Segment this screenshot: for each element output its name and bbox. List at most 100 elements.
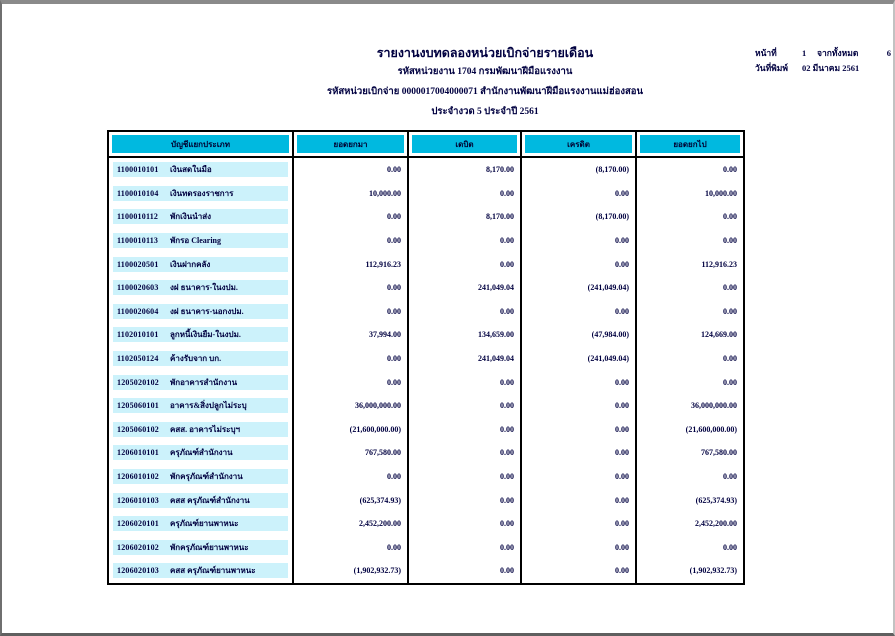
credit-amount: 0.00 — [522, 417, 637, 442]
account-strip: 1100010112 พักเงินนำส่ง — [113, 209, 288, 225]
table-row: 1206010103 คสส ครุภัณฑ์สำนักงาน (625,374.9… — [109, 488, 743, 512]
debit-amount: 0.00 — [409, 181, 522, 206]
account-strip: 1100020604 งฝ ธนาคาร-นอกงปม. — [113, 303, 288, 319]
account-strip: 1206020101 ครุภัณฑ์ยานพาหนะ — [113, 516, 288, 532]
account-cell: 1102050124 ค้างรับจาก บก. — [109, 346, 294, 371]
column-header-credit: เครดิต — [522, 132, 637, 156]
credit-amount: 0.00 — [522, 464, 637, 489]
account-strip: 1100010113 พักรอ Clearing — [113, 233, 288, 249]
account-strip: 1102010101 ลูกหนี้เงินยืม-ในงปม. — [113, 327, 288, 343]
carried-forward-amount: 124,669.00 — [701, 330, 737, 340]
account-cell: 1100020501 เงินฝากคลัง — [109, 252, 294, 276]
brought-forward-amount: 0.00 — [294, 535, 409, 560]
credit-amount: (8,170.00) — [522, 205, 637, 229]
table-row: 1102050124 ค้างรับจาก บก. 0.00 241,049.04 (2… — [109, 346, 743, 371]
table-row: 1100010101 เงินสดในมือ 0.00 8,170.00 (8,170.… — [109, 158, 743, 182]
carried-forward-amount: 0.00 — [723, 354, 737, 364]
carried-forward-amount: 767,580.00 — [701, 448, 737, 458]
account-strip: 1100020501 เงินฝากคลัง — [113, 256, 288, 272]
debit-amount: 0.00 — [409, 511, 522, 536]
credit-amount: 0.00 — [522, 559, 637, 583]
brought-forward-amount: 767,580.00 — [294, 441, 409, 465]
account-name: อาคาร&สิ่งปลูกไม่ระบุ — [170, 401, 247, 411]
account-name: ครุภัณฑ์สำนักงาน — [170, 448, 233, 458]
debit-amount: 241,049.04 — [409, 346, 522, 371]
table-row: 1206020101 ครุภัณฑ์ยานพาหนะ 2,452,200.00 0.… — [109, 511, 743, 536]
brought-forward-amount: 37,994.00 — [294, 323, 409, 347]
account-code: 1100010112 — [117, 212, 159, 222]
account-cell: 1100010112 พักเงินนำส่ง — [109, 205, 294, 229]
table-row: 1205060102 คสส. อาคารไม่ระบุฯ (21,600,000.… — [109, 417, 743, 442]
account-code: 1205060102 — [117, 424, 159, 434]
period-line: ประจำงวด 5 ประจำปี 2561 — [431, 107, 539, 117]
table-body: 1100010101 เงินสดในมือ 0.00 8,170.00 (8,170.… — [109, 158, 743, 583]
account-name: ลูกหนี้เงินยืม-ในงปม. — [170, 330, 241, 340]
account-cell: 1100020604 งฝ ธนาคาร-นอกงปม. — [109, 299, 294, 324]
account-strip: 1100010104 เงินทดรองราชการ — [113, 185, 288, 201]
account-code: 1100020604 — [117, 306, 159, 316]
account-name: พักครุภัณฑ์ยานพาหนะ — [170, 542, 249, 552]
account-strip: 1206010101 ครุภัณฑ์สำนักงาน — [113, 445, 288, 461]
account-cell: 1100010113 พักรอ Clearing — [109, 228, 294, 253]
account-code: 1205020102 — [117, 377, 159, 387]
account-name: คสส ครุภัณฑ์ยานพาหนะ — [170, 566, 256, 576]
carried-forward-amount: 0.00 — [723, 283, 737, 293]
page-number: 1 — [802, 48, 807, 58]
account-code: 1100020501 — [117, 259, 159, 269]
account-strip: 1206020103 คสส ครุภัณฑ์ยานพาหนะ — [113, 563, 288, 579]
report-header: รายงานงบทดลองหน่วยเบิกจ่ายรายเดือน รหัสห… — [77, 44, 893, 122]
account-name: พักครุภัณฑ์สำนักงาน — [170, 472, 243, 482]
account-name: เงินทดรองราชการ — [170, 188, 234, 198]
account-cell: 1205020102 พักอาคารสำนักงาน — [109, 370, 294, 394]
carried-forward-amount: 0.00 — [723, 306, 737, 316]
table-row: 1205060101 อาคาร&สิ่งปลูกไม่ระบุ 36,000,00… — [109, 393, 743, 418]
account-cell: 1206010103 คสส ครุภัณฑ์สำนักงาน — [109, 488, 294, 512]
credit-amount: 0.00 — [522, 393, 637, 418]
debit-amount: 8,170.00 — [409, 158, 522, 182]
credit-amount: 0.00 — [522, 441, 637, 465]
debit-amount: 8,170.00 — [409, 205, 522, 229]
carried-forward-amount: 2,452,200.00 — [695, 519, 737, 529]
account-cell: 1206020101 ครุภัณฑ์ยานพาหนะ — [109, 511, 294, 536]
debit-amount: 0.00 — [409, 370, 522, 394]
brought-forward-amount: 112,916.23 — [294, 252, 409, 276]
carried-forward-amount: (1,902,932.73) — [689, 566, 737, 576]
account-cell: 1102010101 ลูกหนี้เงินยืม-ในงปม. — [109, 323, 294, 347]
debit-amount: 0.00 — [409, 393, 522, 418]
credit-amount: (241,049.04) — [522, 346, 637, 371]
brought-forward-amount: 0.00 — [294, 299, 409, 324]
page-number-line: หน้าที่ 1 จากทั้งหมด 6 — [755, 46, 891, 61]
carried-forward-amount: 0.00 — [723, 212, 737, 222]
carried-forward-amount: 0.00 — [723, 165, 737, 175]
account-cell: 1205060101 อาคาร&สิ่งปลูกไม่ระบุ — [109, 393, 294, 418]
account-name: คสส. อาคารไม่ระบุฯ — [170, 424, 241, 434]
total-pages-label: จากทั้งหมด — [817, 48, 859, 58]
account-code: 1206010103 — [117, 495, 159, 505]
account-code: 1102010101 — [117, 330, 159, 340]
account-cell: 1100010101 เงินสดในมือ — [109, 158, 294, 182]
account-strip: 1206010102 พักครุภัณฑ์สำนักงาน — [113, 469, 288, 485]
debit-amount: 0.00 — [409, 559, 522, 583]
page-info: หน้าที่ 1 จากทั้งหมด 6 วันที่พิมพ์ 02 มี… — [755, 46, 891, 76]
report-title: รายงานงบทดลองหน่วยเบิกจ่ายรายเดือน — [376, 46, 594, 60]
brought-forward-amount: (21,600,000.00) — [294, 417, 409, 442]
account-strip: 1205020102 พักอาคารสำนักงาน — [113, 374, 288, 390]
account-name: พักอาคารสำนักงาน — [170, 377, 238, 387]
account-code: 1206020101 — [117, 519, 159, 529]
carried-forward-amount: 36,000,000.00 — [691, 401, 737, 411]
debit-amount: 0.00 — [409, 535, 522, 560]
account-code: 1102050124 — [117, 354, 159, 364]
brought-forward-amount: 0.00 — [294, 205, 409, 229]
account-strip: 1205060101 อาคาร&สิ่งปลูกไม่ระบุ — [113, 398, 288, 414]
carried-forward-amount: (625,374.93) — [695, 495, 737, 505]
brought-forward-amount: 0.00 — [294, 158, 409, 182]
account-name: พักรอ Clearing — [170, 236, 221, 246]
account-cell: 1206020103 คสส ครุภัณฑ์ยานพาหนะ — [109, 559, 294, 583]
debit-amount: 0.00 — [409, 252, 522, 276]
table-row: 1206010102 พักครุภัณฑ์สำนักงาน 0.00 0.00 0.0… — [109, 464, 743, 489]
account-cell: 1100010104 เงินทดรองราชการ — [109, 181, 294, 206]
debit-amount: 134,659.00 — [409, 323, 522, 347]
table-row: 1100020603 งฝ ธนาคาร-ในงปม. 0.00 241,049.04… — [109, 275, 743, 300]
account-code: 1206010101 — [117, 448, 159, 458]
account-strip: 1206020102 พักครุภัณฑ์ยานพาหนะ — [113, 539, 288, 555]
